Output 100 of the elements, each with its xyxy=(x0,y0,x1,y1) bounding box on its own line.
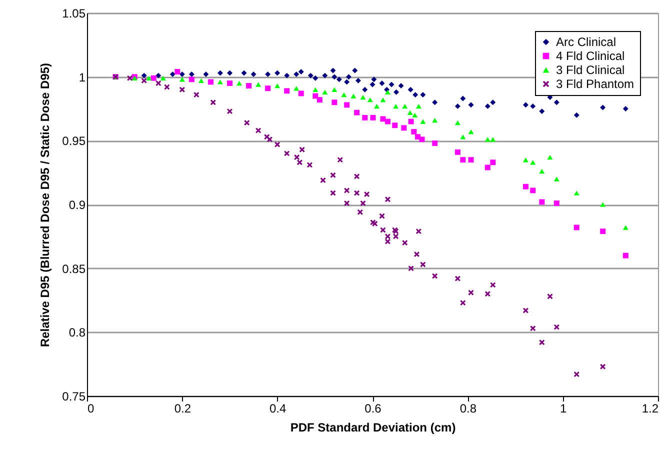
point xyxy=(622,106,628,112)
point xyxy=(265,86,271,92)
point xyxy=(320,178,326,183)
point xyxy=(344,79,350,85)
point xyxy=(127,75,133,81)
point xyxy=(600,228,606,234)
point xyxy=(203,72,209,78)
point xyxy=(394,89,400,95)
point xyxy=(179,72,185,78)
y-tick-label: 0.9 xyxy=(68,198,86,212)
point xyxy=(384,196,390,202)
point xyxy=(407,110,413,115)
legend-label: 3 Fld Clinical xyxy=(556,63,625,77)
point xyxy=(554,324,560,330)
point xyxy=(432,273,438,279)
point xyxy=(179,86,185,92)
point xyxy=(362,86,368,92)
point xyxy=(460,134,466,140)
point xyxy=(522,308,528,314)
point xyxy=(379,213,385,219)
point xyxy=(379,80,385,86)
point xyxy=(330,190,336,196)
point xyxy=(522,102,528,108)
point xyxy=(332,87,338,92)
point xyxy=(367,97,373,102)
legend-label: Arc Clinical xyxy=(556,35,616,49)
point xyxy=(416,228,422,234)
point xyxy=(402,104,408,109)
point xyxy=(539,168,545,174)
point xyxy=(539,199,545,205)
point xyxy=(460,96,466,102)
point xyxy=(330,172,336,178)
point xyxy=(208,79,214,85)
point xyxy=(360,94,366,100)
point xyxy=(547,154,553,160)
point xyxy=(188,72,194,78)
point xyxy=(141,78,147,84)
point xyxy=(574,372,580,378)
point xyxy=(236,80,242,86)
point xyxy=(420,92,426,98)
point xyxy=(460,300,466,306)
point xyxy=(522,184,528,190)
point xyxy=(380,116,386,122)
point xyxy=(622,252,628,258)
point xyxy=(265,72,271,78)
point xyxy=(460,157,466,163)
point xyxy=(330,68,336,74)
point xyxy=(412,112,418,118)
point xyxy=(484,164,490,170)
point xyxy=(454,120,460,126)
point xyxy=(384,90,390,95)
point xyxy=(490,282,496,288)
point xyxy=(554,100,560,106)
point xyxy=(420,119,426,124)
point xyxy=(374,104,380,109)
y-tick-label: 0.85 xyxy=(62,262,86,276)
point xyxy=(530,326,536,332)
point xyxy=(354,174,360,180)
x-tick-label: 1 xyxy=(560,402,567,416)
point xyxy=(416,104,422,109)
point xyxy=(530,160,536,165)
point xyxy=(370,82,376,88)
point xyxy=(354,110,360,116)
point xyxy=(354,190,360,196)
x-tick-label: 0.2 xyxy=(174,402,192,416)
point xyxy=(146,76,152,80)
point xyxy=(454,103,460,109)
point xyxy=(384,234,390,240)
point xyxy=(346,74,352,80)
point xyxy=(539,340,545,346)
point xyxy=(336,76,342,82)
point xyxy=(490,137,496,142)
point xyxy=(554,176,560,182)
point xyxy=(298,90,304,96)
point xyxy=(402,240,408,246)
point xyxy=(227,108,232,114)
point xyxy=(600,202,606,207)
point xyxy=(600,364,606,370)
point xyxy=(432,118,438,123)
point xyxy=(522,157,528,162)
point xyxy=(164,84,170,90)
point xyxy=(408,118,414,124)
point xyxy=(156,72,162,78)
point xyxy=(188,76,194,82)
point xyxy=(412,92,418,98)
point xyxy=(256,82,262,87)
point xyxy=(392,122,398,128)
point xyxy=(341,92,347,98)
point xyxy=(174,68,180,74)
point xyxy=(468,129,474,134)
point xyxy=(384,238,390,244)
point xyxy=(393,234,399,240)
point xyxy=(490,100,496,106)
x-tick-label: 0 xyxy=(88,402,94,416)
point xyxy=(344,102,350,108)
point xyxy=(298,68,304,74)
point xyxy=(284,88,290,94)
point xyxy=(401,125,407,131)
point xyxy=(266,136,272,142)
point xyxy=(250,72,256,78)
